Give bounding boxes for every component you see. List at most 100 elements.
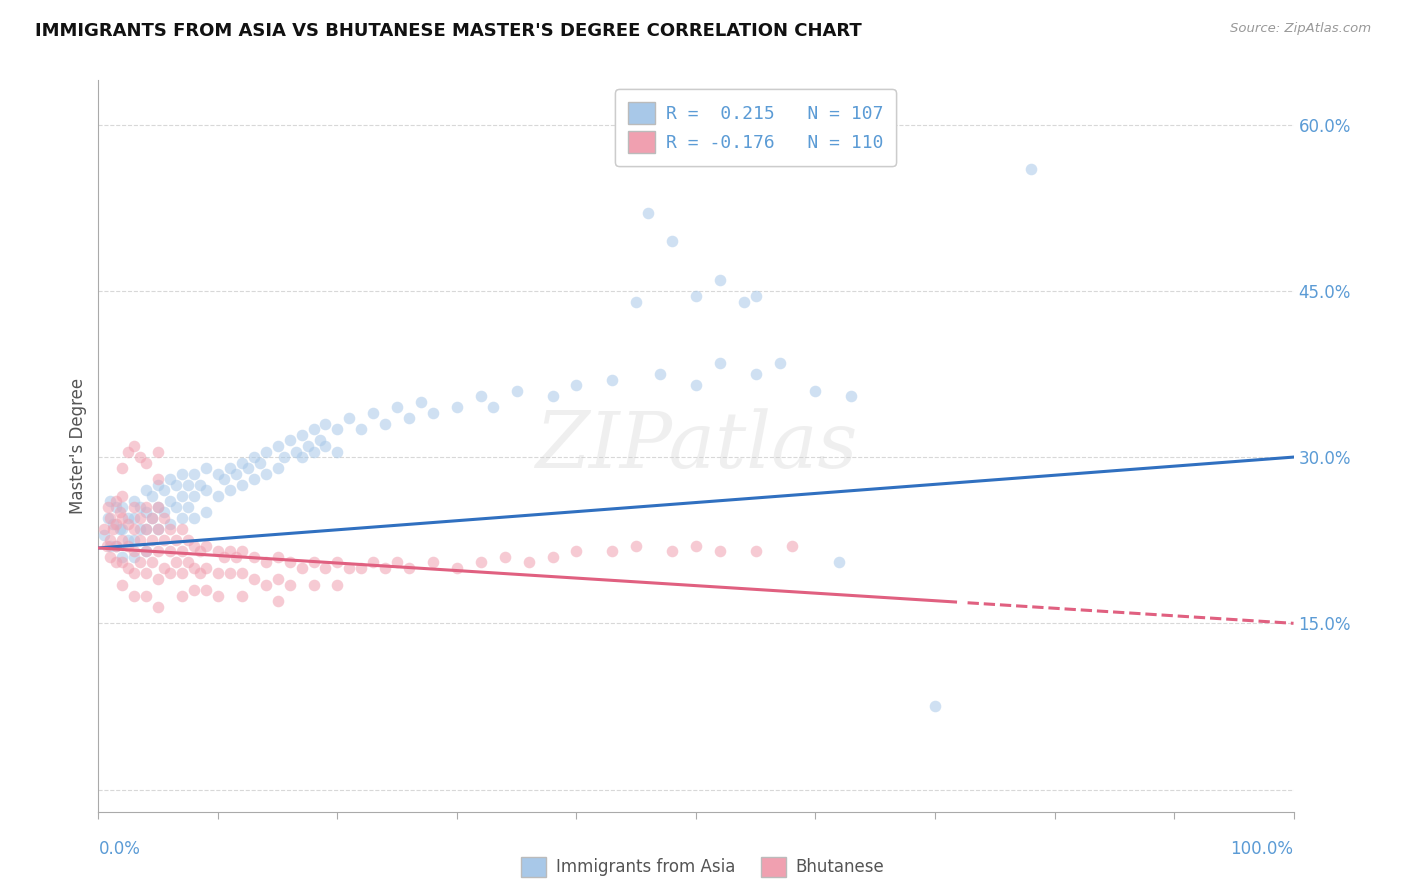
Point xyxy=(159,494,181,508)
Point xyxy=(129,555,152,569)
Point xyxy=(780,539,803,553)
Point xyxy=(172,544,194,558)
Point xyxy=(745,367,768,381)
Point xyxy=(207,489,229,503)
Point xyxy=(398,411,420,425)
Point xyxy=(111,555,134,569)
Point xyxy=(337,561,360,575)
Text: 100.0%: 100.0% xyxy=(1230,840,1294,858)
Point xyxy=(326,577,349,591)
Point xyxy=(745,544,768,558)
Point xyxy=(117,444,139,458)
Point xyxy=(124,549,146,564)
Point xyxy=(337,411,360,425)
Point xyxy=(148,472,170,486)
Point xyxy=(661,544,683,558)
Point xyxy=(117,533,139,548)
Point xyxy=(98,533,122,548)
Point xyxy=(267,439,290,453)
Point xyxy=(273,450,295,464)
Point xyxy=(172,589,194,603)
Point xyxy=(709,544,731,558)
Point xyxy=(129,522,152,536)
Point xyxy=(117,539,139,553)
Point xyxy=(129,450,152,464)
Point xyxy=(124,544,146,558)
Point xyxy=(135,566,157,581)
Point xyxy=(326,555,349,569)
Point xyxy=(172,522,194,536)
Point xyxy=(254,577,277,591)
Point xyxy=(194,561,217,575)
Point xyxy=(302,444,325,458)
Point xyxy=(188,544,211,558)
Point xyxy=(101,516,124,531)
Point xyxy=(315,417,337,431)
Y-axis label: Master's Degree: Master's Degree xyxy=(69,378,87,514)
Point xyxy=(254,444,277,458)
Point xyxy=(685,539,707,553)
Point xyxy=(111,549,134,564)
Point xyxy=(111,533,134,548)
Point xyxy=(374,561,396,575)
Point xyxy=(141,533,163,548)
Point xyxy=(108,522,131,536)
Point xyxy=(207,544,229,558)
Point xyxy=(290,450,312,464)
Point xyxy=(96,539,118,553)
Point xyxy=(839,389,862,403)
Point xyxy=(225,467,247,481)
Point xyxy=(183,539,205,553)
Point xyxy=(637,206,659,220)
Point xyxy=(135,456,157,470)
Point xyxy=(506,384,529,398)
Point xyxy=(254,467,277,481)
Point xyxy=(165,555,187,569)
Point xyxy=(97,500,120,514)
Point xyxy=(207,589,229,603)
Point xyxy=(207,467,229,481)
Point xyxy=(267,549,290,564)
Point xyxy=(148,544,170,558)
Point xyxy=(135,506,157,520)
Point xyxy=(153,511,176,525)
Point xyxy=(93,527,115,541)
Point xyxy=(249,456,271,470)
Text: 0.0%: 0.0% xyxy=(98,840,141,858)
Point xyxy=(111,511,134,525)
Point xyxy=(194,506,217,520)
Point xyxy=(148,572,170,586)
Point xyxy=(225,549,247,564)
Point xyxy=(98,494,122,508)
Point xyxy=(129,511,152,525)
Point xyxy=(302,555,325,569)
Point xyxy=(278,577,301,591)
Point xyxy=(124,589,146,603)
Point xyxy=(212,549,235,564)
Point xyxy=(148,599,170,614)
Point xyxy=(541,389,564,403)
Point xyxy=(111,577,134,591)
Point xyxy=(254,555,277,569)
Point xyxy=(129,533,152,548)
Point xyxy=(105,539,128,553)
Point xyxy=(153,561,176,575)
Point xyxy=(194,461,217,475)
Point xyxy=(804,384,827,398)
Point xyxy=(194,539,217,553)
Text: ZIPatlas: ZIPatlas xyxy=(534,408,858,484)
Point xyxy=(177,500,200,514)
Point xyxy=(326,422,349,436)
Point xyxy=(481,401,505,415)
Point xyxy=(159,566,181,581)
Point xyxy=(172,566,194,581)
Point xyxy=(183,561,205,575)
Point xyxy=(308,434,330,448)
Point xyxy=(172,467,194,481)
Point xyxy=(315,439,337,453)
Point xyxy=(105,555,128,569)
Point xyxy=(709,356,731,370)
Point xyxy=(924,699,946,714)
Point xyxy=(600,544,623,558)
Point xyxy=(297,439,319,453)
